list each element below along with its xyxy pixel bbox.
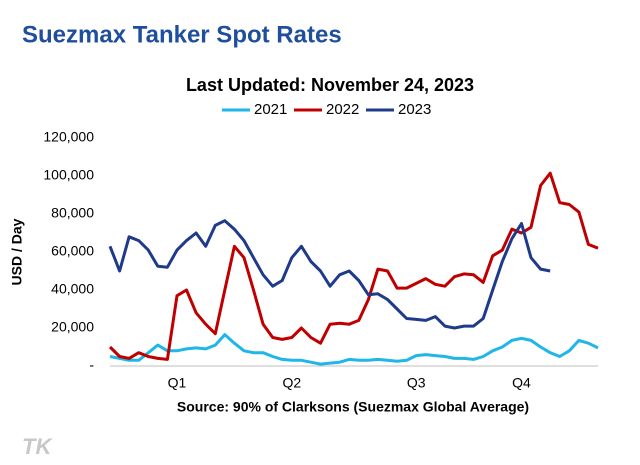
y-tick-label: 80,000 bbox=[51, 205, 94, 221]
chart-title: Suezmax Tanker Spot Rates bbox=[22, 21, 342, 48]
y-tick-label: 20,000 bbox=[51, 319, 94, 335]
y-tick-label: - bbox=[89, 357, 94, 373]
legend-label: 2023 bbox=[398, 101, 431, 118]
x-tick-label: Q2 bbox=[282, 375, 301, 391]
source-note: Source: 90% of Clarksons (Suezmax Global… bbox=[177, 399, 529, 415]
series-line bbox=[108, 171, 599, 361]
y-tick-label: 40,000 bbox=[51, 281, 94, 297]
series-line bbox=[108, 219, 551, 330]
legend-label: 2022 bbox=[326, 101, 359, 118]
y-tick-label: 100,000 bbox=[43, 167, 94, 183]
y-axis-label: USD / Day bbox=[9, 218, 25, 285]
y-tick-label: 120,000 bbox=[43, 129, 94, 145]
x-tick-label: Q3 bbox=[407, 375, 426, 391]
legend-label: 2021 bbox=[254, 101, 287, 118]
x-tick-label: Q4 bbox=[512, 375, 531, 391]
chart-subtitle: Last Updated: November 24, 2023 bbox=[186, 75, 474, 95]
y-tick-label: 60,000 bbox=[51, 243, 94, 259]
logo: TK bbox=[22, 434, 53, 459]
x-tick-label: Q1 bbox=[168, 375, 187, 391]
series-line bbox=[109, 333, 599, 366]
